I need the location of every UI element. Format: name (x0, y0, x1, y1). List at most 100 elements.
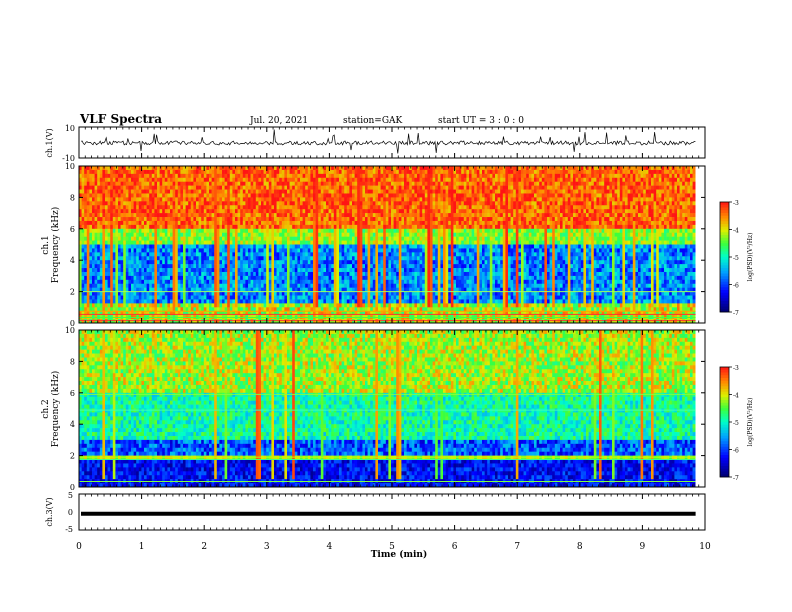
spectrogram-cell (354, 252, 358, 257)
spectrogram-cell (107, 185, 111, 190)
spectrogram-cell (162, 189, 166, 194)
spectrogram-cell (372, 248, 376, 253)
spectrogram-cell (229, 185, 233, 190)
spectrogram-cell (159, 220, 163, 226)
spectrogram-cell (307, 275, 311, 281)
spectrogram-cell (183, 217, 186, 222)
spectrogram-cell (118, 201, 121, 206)
spectrogram-cell (128, 189, 132, 194)
spectrogram-cell (294, 236, 298, 241)
spectrogram-cell (372, 311, 376, 316)
spectrogram-cell (326, 193, 329, 198)
spectrogram-cell (97, 240, 101, 245)
spectrogram-cell (331, 213, 335, 218)
spectrogram-cell (284, 217, 288, 222)
spectrogram-cell (367, 279, 371, 285)
spectrogram-cell (357, 197, 361, 202)
spectrogram-cell (248, 205, 251, 210)
spectrogram-cell (211, 264, 215, 269)
spectrogram-cell (320, 228, 324, 234)
spectrogram-cell (393, 287, 397, 292)
spectrogram-cell (164, 224, 168, 230)
spectrogram-cell (380, 213, 384, 218)
spectrogram-cell (159, 319, 163, 324)
spectrogram-cell (131, 248, 134, 253)
spectrogram-cell (372, 209, 376, 214)
spectrogram-cell (274, 319, 277, 324)
spectrogram-cell (240, 177, 244, 183)
spectrogram-cell (302, 248, 306, 253)
spectrogram-cell (167, 311, 171, 316)
spectrogram-cell (141, 197, 145, 202)
spectrogram-cell (287, 185, 290, 190)
spectrogram-cell (261, 209, 264, 214)
spectrogram-cell (297, 232, 301, 237)
spectrogram-cell (383, 205, 387, 210)
spectrogram-cell (203, 197, 207, 202)
spectrogram-cell (229, 307, 233, 312)
spectrogram-cell (144, 177, 147, 183)
spectrogram-cell (315, 240, 319, 245)
spectrogram-cell (232, 236, 236, 241)
spectrogram-cell (367, 244, 371, 249)
spectrogram-cell (294, 217, 298, 222)
spectrogram-cell (229, 287, 233, 292)
spectrogram-cell (346, 189, 350, 194)
spectrogram-cell (190, 217, 194, 222)
spectrogram-cell (323, 291, 327, 296)
spectrogram-cell (388, 185, 392, 190)
spectrogram-cell (133, 205, 137, 210)
spectrogram-cell (346, 193, 350, 198)
spectrogram-cell (326, 252, 329, 257)
spectrogram-cell (271, 268, 275, 273)
spectrogram-cell (123, 213, 127, 218)
spectrogram-cell (333, 303, 337, 308)
spectrogram-cell (94, 166, 98, 171)
spectrogram-cell (89, 236, 93, 241)
spectrogram-cell (198, 213, 202, 218)
spectrogram-cell (289, 291, 293, 296)
spectrogram-cell (120, 240, 124, 245)
spectrogram-cell (206, 287, 210, 292)
spectrogram-cell (274, 279, 277, 285)
spectrogram-cell (172, 189, 176, 194)
spectrogram-cell (274, 201, 277, 206)
spectrogram-cell (151, 291, 155, 296)
spectrogram-cell (89, 166, 93, 171)
spectrogram-cell (367, 303, 371, 308)
spectrogram-cell (92, 295, 95, 300)
spectrogram-cell (287, 197, 290, 202)
spectrogram-cell (305, 201, 309, 206)
spectrogram-cell (86, 311, 90, 316)
spectrogram-cell (341, 256, 345, 261)
spectrogram-cell (172, 260, 176, 265)
spectrogram-cell (333, 217, 337, 222)
spectrogram-cell (92, 252, 95, 257)
spectrogram-cell (144, 264, 147, 269)
spectrogram-cell (287, 220, 290, 226)
spectrogram-cell (253, 311, 257, 316)
spectrogram-cell (175, 166, 179, 171)
spectrogram-cell (107, 264, 111, 269)
spectrogram-cell (289, 264, 293, 269)
spectrogram-cell (326, 205, 329, 210)
spectrogram-cell (344, 283, 348, 288)
spectrogram-cell (209, 185, 212, 190)
spectrogram-cell (333, 260, 337, 265)
spectrogram-cell (123, 189, 127, 194)
spectrogram-cell (328, 232, 332, 237)
spectrogram-cell (248, 295, 251, 300)
spectrogram-cell (339, 279, 342, 285)
spectrogram-cell (107, 205, 111, 210)
spectrogram-cell (240, 291, 244, 296)
spectrogram-cell (385, 299, 389, 304)
spectrogram-cell (274, 236, 277, 241)
spectrogram-cell (107, 279, 111, 285)
spectrogram-cell (141, 264, 145, 269)
spectrogram-cell (79, 177, 82, 183)
spectrogram-cell (346, 311, 350, 316)
spectrogram-cell (250, 279, 254, 285)
spectrogram-cell (112, 311, 116, 316)
spectrogram-cell (305, 256, 309, 261)
